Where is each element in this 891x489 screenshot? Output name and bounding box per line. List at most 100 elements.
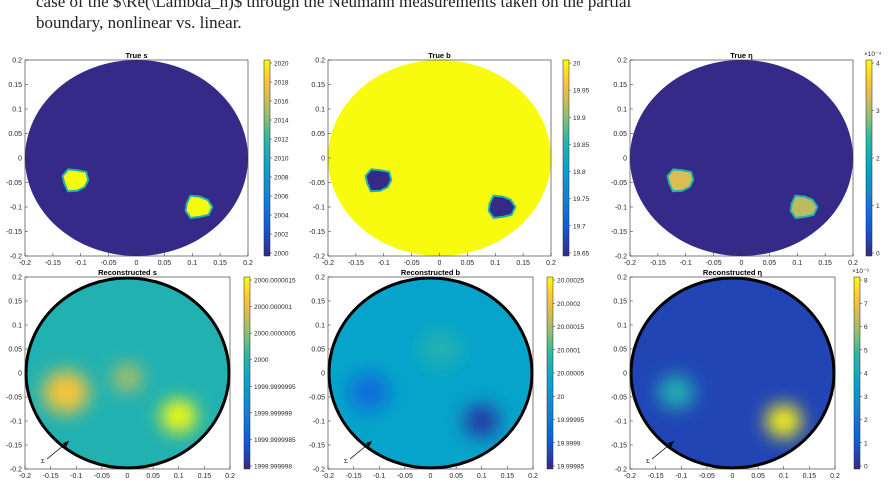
x-tick-label: -0.15	[346, 473, 362, 480]
x-tick-label: 0.15	[501, 473, 515, 480]
caption-line-2: boundary, nonlinear vs. linear.	[36, 13, 242, 32]
x-tick-label: 0.05	[763, 260, 777, 267]
colorbar-tick-label: 19.9	[573, 115, 586, 122]
disk-background	[630, 60, 853, 256]
panel-true-s: 0.2 0.15 0.1 0.05 0 -0.05 -0.1 -0.15 -0.2-0.2 -0.…	[6, 51, 289, 267]
x-tick-label: 0.05	[461, 260, 475, 267]
panel-true-eta: 0.2 0.15 0.1 0.05 0 -0.05 -0.1 -0.15 -0.2-0.2 -0.…	[611, 51, 881, 267]
sigma-label: Σ	[41, 458, 45, 465]
x-tick-label: -0.15	[650, 260, 666, 267]
y-tick-label: -0.1	[313, 205, 325, 212]
colorbar-tick-label: 6	[864, 324, 868, 331]
colorbar-tick-label: 2020	[274, 61, 289, 68]
colorbar-tick-label: 20	[573, 61, 581, 68]
y-tick-label: 0.1	[315, 107, 325, 114]
y-tick-label: -0.1	[313, 419, 325, 426]
x-tick-label: 0.05	[751, 473, 765, 480]
disk-background	[328, 60, 551, 256]
x-tick-label: 0.05	[146, 473, 160, 480]
x-tick-label: -0.05	[706, 260, 722, 267]
colorbar-tick-label: 2000	[254, 357, 269, 364]
x-tick-label: 0.1	[174, 473, 184, 480]
x-tick-label: -0.15	[648, 473, 664, 480]
y-tick-label: -0.05	[6, 180, 22, 187]
y-tick-label: 0.2	[315, 58, 325, 65]
x-tick-label: 0	[429, 473, 433, 480]
x-tick-label: 0.05	[158, 260, 172, 267]
y-tick-label: -0.05	[611, 395, 627, 402]
colorbar-tick-label: 2016	[274, 99, 289, 106]
panel-true-b: 0.2 0.15 0.1 0.05 0 -0.05 -0.1 -0.15 -0.2-0.2 -0.…	[309, 51, 590, 267]
y-tick-label: 0.15	[8, 82, 22, 89]
x-tick-label: 0.2	[848, 260, 858, 267]
colorbar	[546, 276, 554, 470]
reconstruction-blob	[348, 373, 390, 412]
y-tick-label: 0.1	[617, 107, 627, 114]
panel-title: True s	[125, 51, 147, 60]
inclusion	[61, 168, 90, 193]
inclusion	[364, 168, 393, 193]
y-tick-label: -0.05	[611, 180, 627, 187]
colorbar	[562, 59, 570, 257]
colorbar-tick-label: 2	[876, 156, 880, 163]
y-tick-label: 0.1	[12, 107, 22, 114]
y-tick-label: 0	[623, 371, 627, 378]
x-tick-label: 0.2	[225, 473, 235, 480]
panel-title: Reconstructed η	[703, 268, 763, 277]
x-tick-label: -0.1	[680, 260, 692, 267]
x-tick-label: 0	[438, 260, 442, 267]
colorbar-tick-label: 4	[864, 371, 868, 378]
y-tick-label: 0.2	[617, 58, 627, 65]
reconstruction-field	[348, 329, 500, 438]
y-tick-label: -0.05	[309, 180, 325, 187]
colorbar-tick-label: 20.00005	[557, 371, 584, 378]
y-tick-label: -0.1	[615, 205, 627, 212]
y-tick-label: -0.15	[6, 443, 22, 450]
y-tick-label: 0.2	[617, 275, 627, 282]
reconstruction-blob	[658, 375, 695, 410]
colorbar-tick-label: 0	[876, 251, 880, 258]
y-tick-label: -0.2	[10, 254, 22, 261]
y-tick-label: 0.2	[315, 275, 325, 282]
colorbar-tick-label: 2006	[274, 194, 289, 201]
y-tick-label: -0.15	[6, 229, 22, 236]
reconstruction-blob	[112, 363, 143, 393]
y-tick-label: 0.2	[12, 275, 22, 282]
colorbar-tick-label: 1	[876, 203, 880, 210]
inclusion	[789, 194, 819, 219]
colorbar-tick-label: 19.95	[573, 88, 590, 95]
y-tick-label: 0.15	[8, 299, 22, 306]
y-tick-label: -0.15	[611, 443, 627, 450]
colorbar-tick-label: 8	[864, 278, 868, 285]
panel-rec-b: Σ 0.2 0.15 0.1 0.05 0 -0.05 -0.1 -0.15 -0.2-0.2 -0…	[309, 268, 584, 480]
x-tick-label: -0.1	[75, 260, 87, 267]
y-tick-label: -0.15	[611, 229, 627, 236]
sigma-label: Σ	[344, 458, 348, 465]
x-tick-label: -0.1	[675, 473, 687, 480]
x-tick-label: 0	[740, 260, 744, 267]
x-tick-label: -0.2	[624, 260, 636, 267]
inclusion	[666, 168, 695, 193]
panel-title: True b	[428, 51, 451, 60]
colorbar-tick-label: 2008	[274, 175, 289, 182]
x-tick-label: -0.2	[624, 473, 636, 480]
colorbar	[263, 59, 271, 257]
reconstruction-blob	[463, 404, 500, 438]
colorbar-tick-label: 3	[876, 108, 880, 115]
colorbar-tick-label: 2004	[274, 213, 289, 220]
reconstruction-blob	[160, 399, 197, 434]
colorbar-tick-label: 1999.999998	[254, 464, 292, 471]
y-tick-label: 0.1	[617, 323, 627, 330]
panel-rec-s: Σ 0.2 0.15 0.1 0.05 0 -0.05 -0.1 -0.15 -0.2-0.2 -0…	[6, 268, 296, 480]
x-tick-label: -0.05	[397, 473, 413, 480]
y-tick-label: 0.05	[8, 131, 22, 138]
x-tick-label: 0.15	[198, 473, 212, 480]
colorbar-tick-label: 1999.999999	[254, 410, 292, 417]
disk-background	[25, 60, 248, 256]
y-tick-label: 0.05	[311, 131, 325, 138]
colorbar-tick-label: 19.9999	[557, 440, 581, 447]
x-tick-label: 0.15	[516, 260, 530, 267]
x-tick-label: -0.1	[378, 260, 390, 267]
y-tick-label: 0.2	[12, 58, 22, 65]
